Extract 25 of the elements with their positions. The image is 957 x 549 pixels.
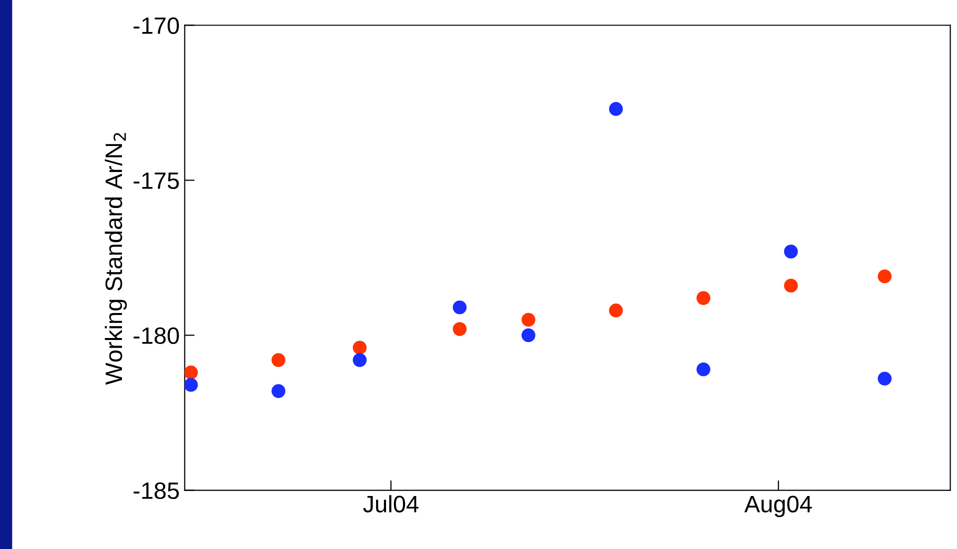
point — [784, 278, 798, 293]
point — [878, 269, 892, 284]
point — [452, 322, 467, 336]
point — [522, 312, 536, 327]
point — [696, 291, 710, 305]
point — [272, 384, 286, 398]
x-tick-label: Aug04 — [744, 496, 812, 518]
point — [184, 366, 198, 380]
y-tick-label: -180 — [134, 327, 179, 344]
y-tick-label: -185 — [134, 482, 179, 500]
point — [609, 102, 623, 116]
y-tick-label: -175 — [134, 172, 179, 190]
point — [784, 244, 798, 258]
point — [352, 340, 367, 355]
point — [878, 372, 892, 386]
y-tick-label: -170 — [134, 17, 179, 34]
point — [609, 304, 623, 318]
point — [272, 353, 286, 367]
point — [352, 353, 367, 367]
point — [696, 362, 710, 376]
x-tick-label: Jul04 — [363, 495, 418, 512]
y-axis-title: Working Standard Ar/N$_{2}$ — [104, 133, 127, 385]
point — [452, 300, 467, 314]
point — [522, 328, 536, 342]
point — [184, 378, 198, 392]
